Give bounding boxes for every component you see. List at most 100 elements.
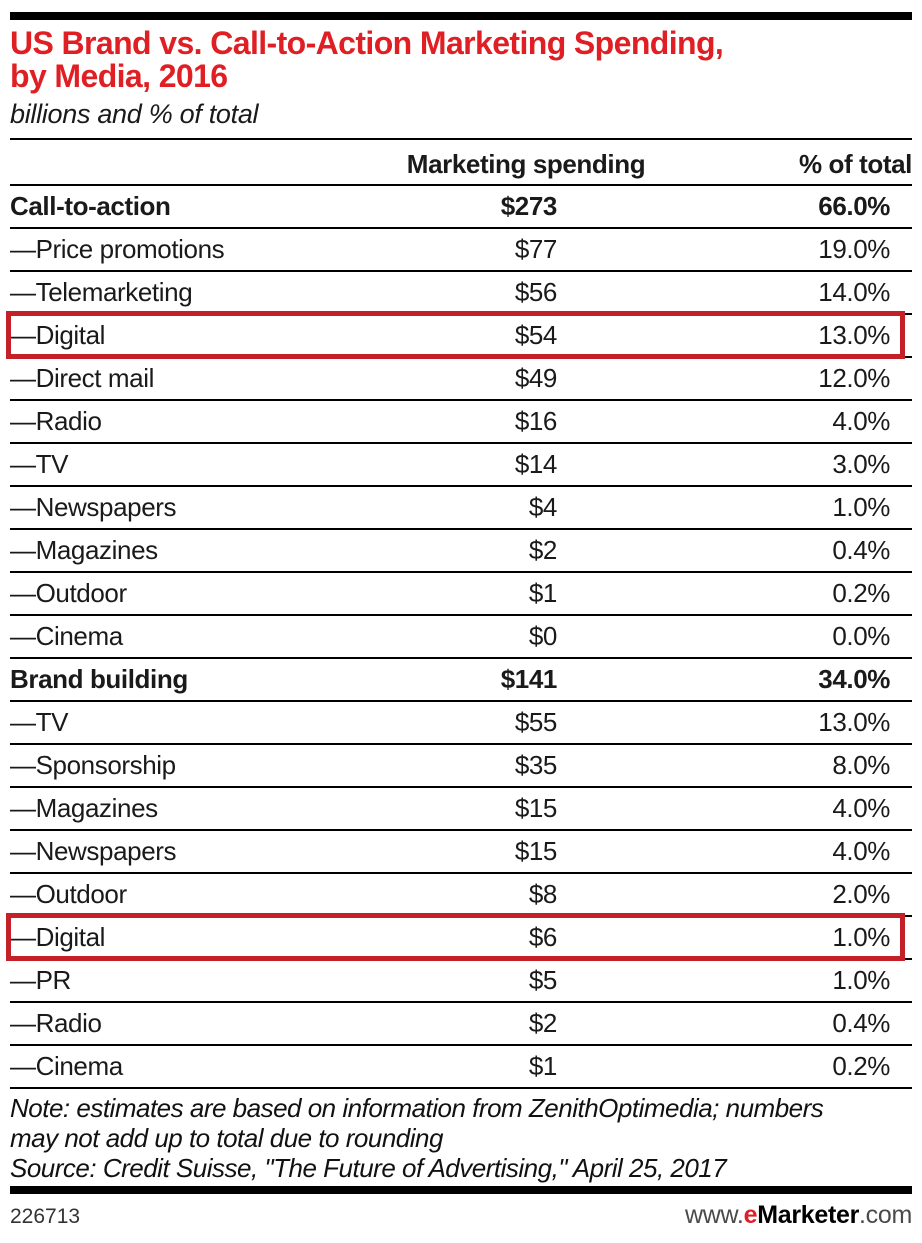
- table-row-price-promotions: —Price promotions $77 19.0%: [10, 229, 912, 272]
- pct-value: 1.0%: [832, 492, 890, 522]
- emarketer-chart-card: US Brand vs. Call-to-Action Marketing Sp…: [0, 12, 922, 1243]
- row-label: Call-to-action: [10, 191, 171, 221]
- pct-value: 4.0%: [832, 406, 890, 436]
- table-row-tv-cta: —TV $14 3.0%: [10, 444, 912, 487]
- spending-value: $2: [528, 535, 558, 565]
- row-label: —Outdoor: [10, 879, 127, 909]
- spending-value: $5: [528, 965, 558, 995]
- table-row-radio-cta: —Radio $16 4.0%: [10, 401, 912, 444]
- pct-value: 0.0%: [832, 621, 890, 651]
- brand-marketer: Marketer: [757, 1201, 860, 1229]
- table-row-outdoor-cta: —Outdoor $1 0.2%: [10, 573, 912, 616]
- table-row-digital-brand: —Digital $6 1.0%: [6, 913, 912, 961]
- pct-value: 66.0%: [818, 191, 890, 221]
- spending-value: $4: [528, 492, 558, 522]
- spending-value: $1: [528, 578, 558, 608]
- table-row-direct-mail: —Direct mail $49 12.0%: [10, 358, 912, 401]
- row-label: —Sponsorship: [10, 750, 176, 780]
- row-label: —Radio: [10, 1008, 102, 1038]
- top-rule: [10, 12, 912, 20]
- spending-value: $141: [500, 664, 558, 694]
- spending-value: $55: [514, 707, 558, 737]
- row-label: —TV: [10, 449, 69, 479]
- spending-value: $15: [514, 793, 558, 823]
- page-subtitle: billions and % of total: [10, 99, 259, 129]
- spending-value: $49: [514, 363, 558, 393]
- pct-value: 4.0%: [832, 836, 890, 866]
- source-line: Source: Credit Suisse, "The Future of Ad…: [10, 1153, 727, 1183]
- row-label: —Cinema: [10, 1051, 123, 1081]
- table-row-newspapers-cta: —Newspapers $4 1.0%: [10, 487, 912, 530]
- table-row-telemarketing: —Telemarketing $56 14.0%: [10, 272, 912, 315]
- pct-value: 13.0%: [818, 707, 890, 737]
- table-row-magazines-cta: —Magazines $2 0.4%: [10, 530, 912, 573]
- page-title-line2: by Media, 2016: [10, 58, 228, 94]
- chart-id: 226713: [10, 1205, 81, 1228]
- row-label: —PR: [10, 965, 71, 995]
- pct-value: 12.0%: [818, 363, 890, 393]
- spending-value: $54: [514, 320, 558, 350]
- row-label: —Magazines: [10, 535, 158, 565]
- row-label: —Cinema: [10, 621, 123, 651]
- row-label: —Outdoor: [10, 578, 127, 608]
- row-label: —Digital: [10, 922, 106, 952]
- footnotes: Note: estimates are based on information…: [10, 1093, 912, 1183]
- pct-value: 34.0%: [818, 664, 890, 694]
- spending-value: $8: [528, 879, 558, 909]
- pct-value: 0.4%: [832, 1008, 890, 1038]
- spending-value: $16: [514, 406, 558, 436]
- table-row-cinema-cta: —Cinema $0 0.0%: [10, 616, 912, 659]
- page-title-line1: US Brand vs. Call-to-Action Marketing Sp…: [10, 25, 724, 61]
- row-label: —Price promotions: [10, 234, 225, 264]
- pct-value: 19.0%: [818, 234, 890, 264]
- pct-value: 4.0%: [832, 793, 890, 823]
- column-header-pct: % of total: [799, 149, 912, 179]
- data-table: Marketing spending % of total Call-to-ac…: [6, 138, 912, 1089]
- row-label: —Newspapers: [10, 836, 177, 866]
- brand-e: e: [743, 1201, 758, 1229]
- pct-value: 0.2%: [832, 1051, 890, 1081]
- row-label: —Digital: [10, 320, 106, 350]
- spending-value: $14: [514, 449, 558, 479]
- table-row-radio-brand: —Radio $2 0.4%: [10, 1003, 912, 1046]
- table-row-pr: —PR $5 1.0%: [10, 960, 912, 1003]
- spending-value: $0: [528, 621, 558, 651]
- row-label: —Newspapers: [10, 492, 177, 522]
- spending-value: $15: [514, 836, 558, 866]
- url-suffix: .com: [859, 1201, 912, 1229]
- spending-value: $56: [514, 277, 558, 307]
- table-row-cinema-brand: —Cinema $1 0.2%: [10, 1046, 912, 1089]
- column-header-spending: Marketing spending: [406, 149, 646, 179]
- pct-value: 13.0%: [818, 320, 890, 350]
- url-prefix: www.: [685, 1201, 744, 1229]
- pct-value: 14.0%: [818, 277, 890, 307]
- pct-value: 2.0%: [832, 879, 890, 909]
- spending-value: $6: [528, 922, 558, 952]
- table-row-sponsorship: —Sponsorship $35 8.0%: [10, 745, 912, 788]
- pct-value: 1.0%: [832, 922, 890, 952]
- pct-value: 8.0%: [832, 750, 890, 780]
- emarketer-url: www.eMarketer.com: [685, 1201, 912, 1230]
- note-line2: may not add up to total due to rounding: [10, 1123, 443, 1153]
- pct-value: 0.4%: [832, 535, 890, 565]
- table-row-magazines-brand: —Magazines $15 4.0%: [10, 788, 912, 831]
- note-line1: Note: estimates are based on information…: [10, 1093, 824, 1123]
- row-label: Brand building: [10, 664, 188, 694]
- table-row-digital-cta: —Digital $54 13.0%: [6, 311, 912, 359]
- table-row-outdoor-brand: —Outdoor $8 2.0%: [10, 874, 912, 917]
- spending-value: $273: [500, 191, 558, 221]
- footer: 226713 www.eMarketer.com: [10, 1201, 912, 1230]
- row-label: —Direct mail: [10, 363, 154, 393]
- table-row-brand-building: Brand building $141 34.0%: [10, 659, 912, 702]
- spending-value: $35: [514, 750, 558, 780]
- row-label: —Radio: [10, 406, 102, 436]
- spending-value: $2: [528, 1008, 558, 1038]
- pct-value: 0.2%: [832, 578, 890, 608]
- pct-value: 1.0%: [832, 965, 890, 995]
- row-label: —Telemarketing: [10, 277, 193, 307]
- pct-value: 3.0%: [832, 449, 890, 479]
- page-title: US Brand vs. Call-to-Action Marketing Sp…: [10, 27, 912, 93]
- table-row-newspapers-brand: —Newspapers $15 4.0%: [10, 831, 912, 874]
- table-row-call-to-action: Call-to-action $273 66.0%: [10, 186, 912, 229]
- table-row-tv-brand: —TV $55 13.0%: [10, 702, 912, 745]
